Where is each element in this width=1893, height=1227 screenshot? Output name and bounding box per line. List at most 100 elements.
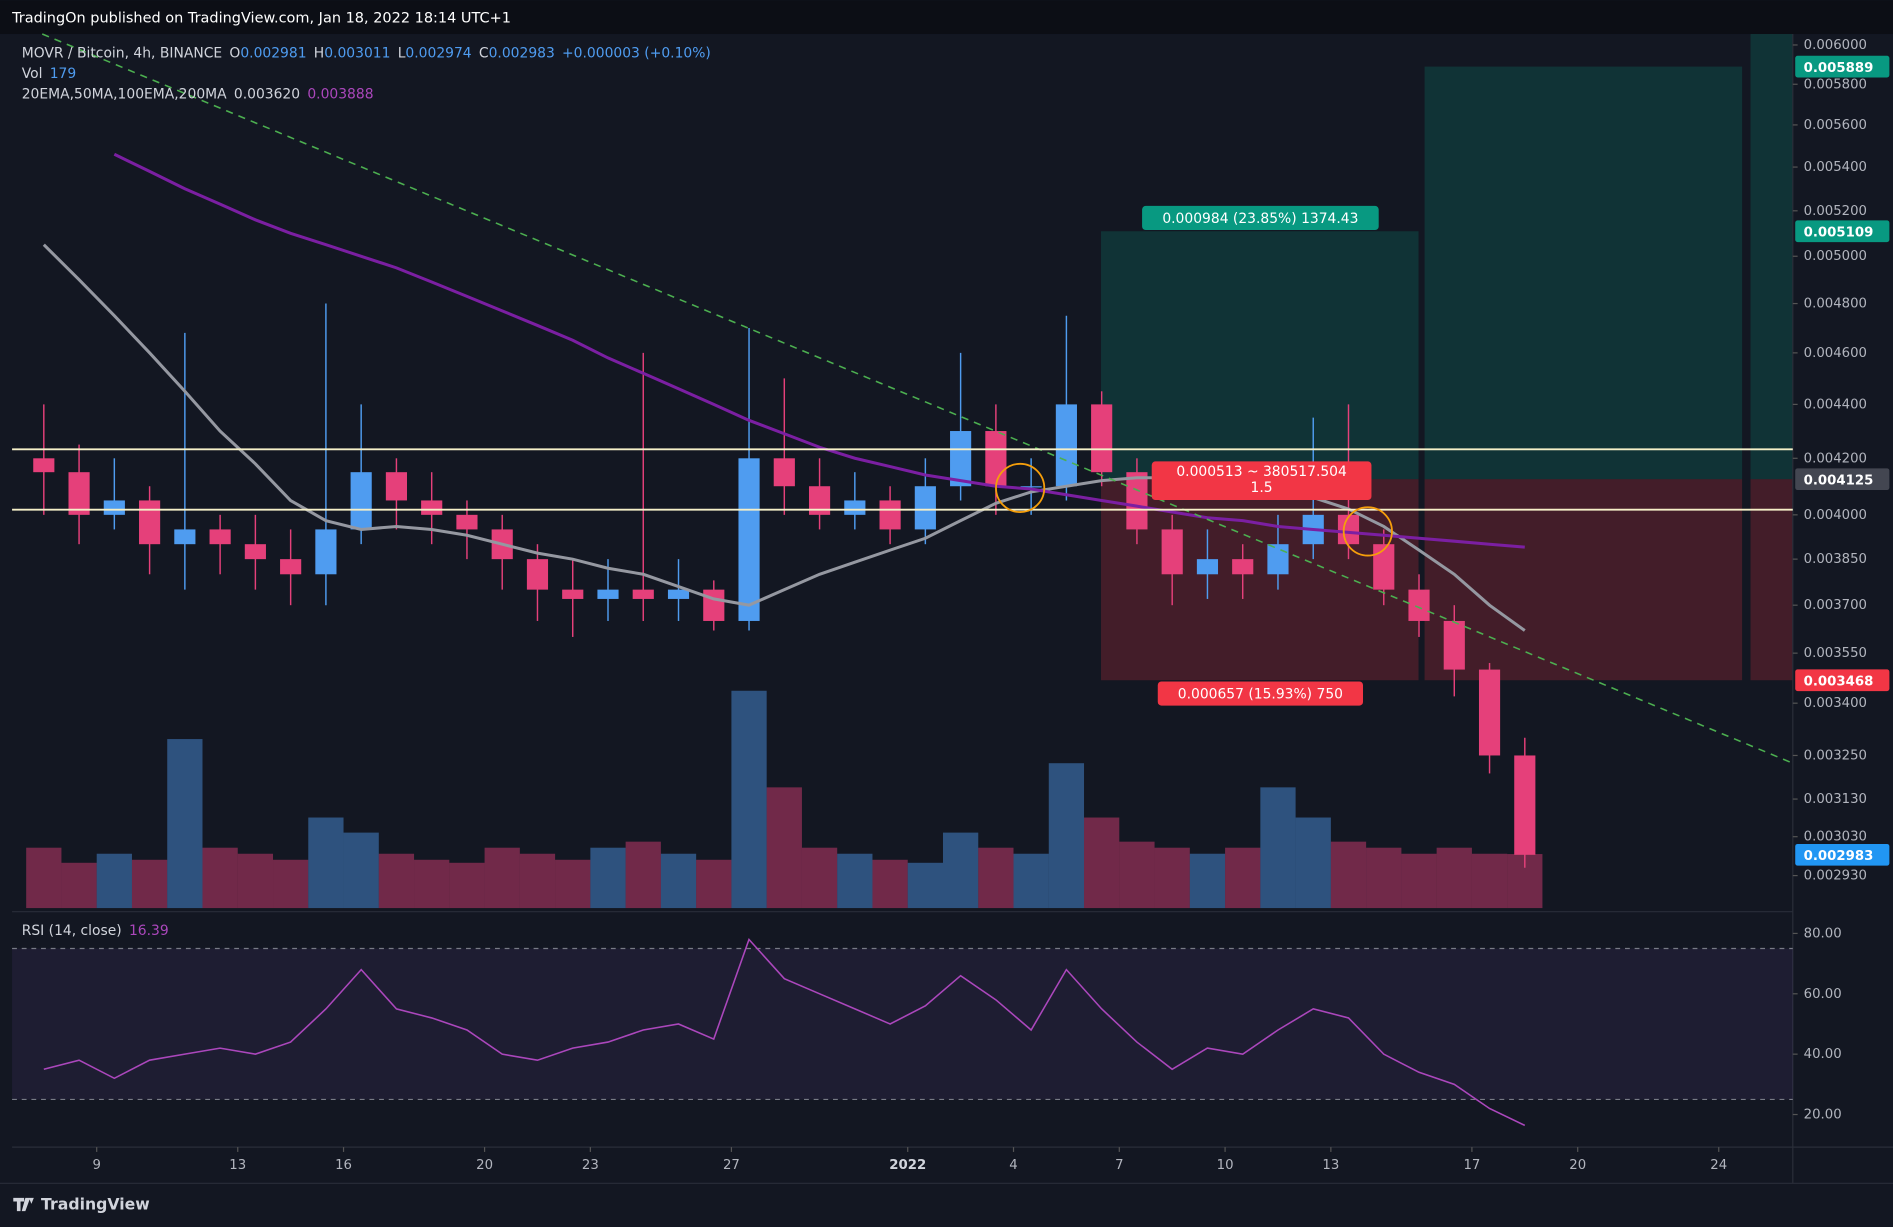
volume-bar xyxy=(61,862,97,909)
y-tick-label: 0.005400 xyxy=(1804,160,1867,175)
ma-value: 0.003620 xyxy=(234,86,300,102)
volume-bar xyxy=(308,817,344,909)
volume-bar xyxy=(519,853,556,909)
loss-label-bg xyxy=(1157,681,1364,706)
candle-body xyxy=(738,458,760,621)
volume-bar xyxy=(378,853,415,909)
volume-bar xyxy=(1154,847,1190,909)
volume-bar xyxy=(167,739,203,909)
volume-bar xyxy=(942,832,979,909)
volume-bar xyxy=(343,832,379,909)
candle-body xyxy=(1055,404,1077,487)
volume-bar xyxy=(484,847,520,909)
price-marker xyxy=(1795,220,1890,243)
price-marker xyxy=(1795,843,1890,866)
y-tick-label: 0.003130 xyxy=(1804,792,1867,807)
info-label-bg xyxy=(1151,461,1372,501)
candle-body xyxy=(174,529,196,545)
candle-body xyxy=(421,500,443,515)
candle-body xyxy=(632,589,654,599)
candle-body xyxy=(1020,486,1042,488)
y-tick-label: 0.005200 xyxy=(1804,204,1867,219)
candle-body xyxy=(1091,404,1113,473)
plot-area xyxy=(26,34,1793,909)
candle-body xyxy=(385,472,408,501)
volume-bar xyxy=(1471,853,1508,909)
volume-bar xyxy=(1013,853,1049,909)
rsi-band xyxy=(12,948,1793,1100)
x-tick-label: 20 xyxy=(476,1158,493,1173)
legend-rsi: RSI (14, close) 16.39 xyxy=(22,923,169,939)
trend-line xyxy=(41,33,1794,764)
volume-bar xyxy=(96,853,132,909)
volume-bar xyxy=(449,862,485,909)
volume-bar xyxy=(1260,787,1296,909)
volume-bar xyxy=(590,847,626,909)
candle-body xyxy=(33,458,55,473)
volume-bar xyxy=(1330,841,1367,909)
volume-bar xyxy=(766,787,802,909)
price-marker-label: 0.005109 xyxy=(1804,225,1874,240)
volume-bar xyxy=(660,853,697,909)
vol-value: 179 xyxy=(50,66,76,82)
ohlc-value: 0.002981 xyxy=(240,45,306,61)
volume-bar xyxy=(1119,841,1155,909)
y-tick-label: 0.003400 xyxy=(1804,696,1867,711)
ma-label: 20EMA,50MA,100EMA,200MA xyxy=(22,86,227,102)
ohlc-value: 0.002974 xyxy=(405,45,471,61)
volume-bar xyxy=(1401,853,1437,909)
rsi-tick-label: 80.00 xyxy=(1804,926,1842,941)
rsi-tick-label: 60.00 xyxy=(1804,987,1842,1002)
volume-bar xyxy=(1366,847,1402,909)
volume-bar xyxy=(273,859,309,909)
x-tick-label: 16 xyxy=(335,1158,352,1173)
candle-body xyxy=(985,431,1007,487)
candle-body xyxy=(914,486,936,530)
candle-body xyxy=(1161,529,1183,575)
x-tick-label: 20 xyxy=(1569,1158,1586,1173)
x-tick-label: 2022 xyxy=(889,1158,926,1173)
volume-bar xyxy=(731,690,767,909)
profit-zone xyxy=(1424,66,1743,480)
candle-body xyxy=(280,559,302,575)
top-bar xyxy=(0,0,1893,35)
volume-bar xyxy=(1048,763,1085,909)
candle-body xyxy=(1267,544,1289,575)
candle-body xyxy=(1196,559,1219,575)
y-tick-label: 0.004200 xyxy=(1804,451,1867,466)
price-marker-label: 0.005889 xyxy=(1804,61,1874,76)
candle-body xyxy=(350,472,372,530)
volume-bar xyxy=(202,847,238,909)
candle-body xyxy=(950,431,972,487)
volume-bar xyxy=(696,859,732,909)
candle-body xyxy=(597,589,619,599)
candle-body xyxy=(209,529,231,545)
y-tick-label: 0.004400 xyxy=(1804,397,1867,412)
y-tick-label: 0.003700 xyxy=(1804,598,1867,613)
candle-body xyxy=(1514,755,1536,855)
candle-body xyxy=(844,500,866,515)
footer-brand: TradingView xyxy=(41,1195,150,1214)
candle-body xyxy=(1478,669,1501,756)
candle-body xyxy=(1337,514,1360,545)
y-tick-label: 0.003550 xyxy=(1804,646,1867,661)
y-tick-label: 0.005800 xyxy=(1804,77,1867,92)
price-marker-label: 0.002983 xyxy=(1804,849,1874,864)
candle-body xyxy=(808,486,831,515)
candle-body xyxy=(1443,620,1465,670)
info-label: 0.000513 ~ 380517.504 xyxy=(1176,464,1347,480)
ohlc-value: 0.003011 xyxy=(324,45,390,61)
volume-bar xyxy=(131,859,168,909)
profit-zone xyxy=(1750,34,1793,480)
volume-bar xyxy=(625,841,661,909)
candle-body xyxy=(456,514,478,530)
x-tick-label: 10 xyxy=(1217,1158,1234,1173)
ratio-label: 1.5 xyxy=(1251,480,1273,496)
candle-body xyxy=(139,500,161,545)
candle-body xyxy=(773,458,795,487)
x-tick-label: 13 xyxy=(229,1158,246,1173)
ohlc-key: O xyxy=(229,45,240,61)
loss-zone xyxy=(1424,479,1743,681)
